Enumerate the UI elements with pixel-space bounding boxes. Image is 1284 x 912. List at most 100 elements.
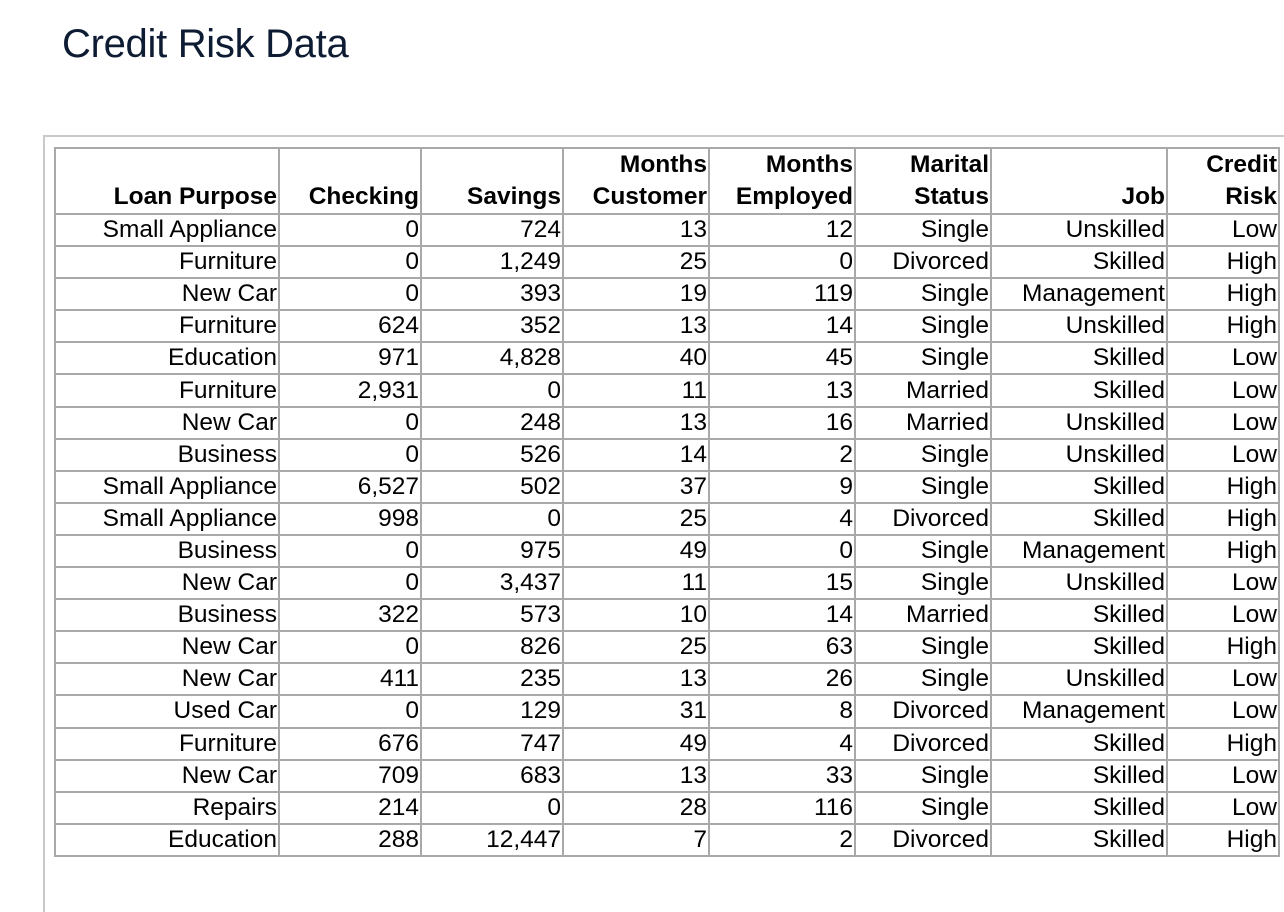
cell-checking: 411 <box>278 662 422 697</box>
cell-credit-risk: High <box>1166 277 1280 312</box>
table-row: Furniture 2,931 0 11 13 Married Skilled Low <box>54 373 1280 408</box>
cell-months-employed: 116 <box>708 790 856 825</box>
cell-savings: 4,828 <box>420 341 564 376</box>
cell-loan-purpose: Used Car <box>54 694 280 729</box>
header-row: Loan Purpose Checking Savings Months Cus… <box>54 147 1280 215</box>
cell-job: Skilled <box>990 373 1168 408</box>
cell-credit-risk: High <box>1166 822 1280 857</box>
table-row: New Car 0 248 13 16 Married Unskilled Low <box>54 405 1280 440</box>
cell-job: Skilled <box>990 469 1168 504</box>
cell-months-customer: 40 <box>562 341 710 376</box>
cell-savings: 502 <box>420 469 564 504</box>
cell-savings: 352 <box>420 309 564 344</box>
cell-months-customer: 49 <box>562 533 710 569</box>
cell-marital-status: Divorced <box>854 726 992 761</box>
table-row: New Car 709 683 13 33 Single Skilled Low <box>54 758 1280 793</box>
cell-checking: 0 <box>278 694 422 729</box>
cell-marital-status: Single <box>854 790 992 825</box>
cell-loan-purpose: New Car <box>54 566 280 601</box>
table-row: Business 322 573 10 14 Married Skilled Low <box>54 598 1280 633</box>
cell-savings: 724 <box>420 212 564 248</box>
cell-months-employed: 2 <box>708 822 856 857</box>
table-row: Furniture 624 352 13 14 Single Unskilled High <box>54 309 1280 344</box>
cell-loan-purpose: New Car <box>54 405 280 440</box>
cell-loan-purpose: New Car <box>54 758 280 793</box>
table-row: New Car 0 3,437 11 15 Single Unskilled Low <box>54 566 1280 601</box>
page-title: Credit Risk Data <box>62 22 349 66</box>
cell-credit-risk: High <box>1166 245 1280 280</box>
cell-savings: 235 <box>420 662 564 697</box>
cell-credit-risk: Low <box>1166 598 1280 633</box>
cell-checking: 0 <box>278 405 422 440</box>
cell-months-customer: 25 <box>562 245 710 280</box>
cell-savings: 573 <box>420 598 564 633</box>
cell-months-employed: 14 <box>708 598 856 633</box>
cell-months-customer: 7 <box>562 822 710 857</box>
cell-marital-status: Single <box>854 758 992 793</box>
cell-savings: 12,447 <box>420 822 564 857</box>
cell-checking: 0 <box>278 245 422 280</box>
cell-checking: 2,931 <box>278 373 422 408</box>
cell-months-customer: 25 <box>562 630 710 665</box>
cell-credit-risk: High <box>1166 469 1280 504</box>
cell-credit-risk: High <box>1166 630 1280 665</box>
cell-loan-purpose: Furniture <box>54 309 280 344</box>
cell-loan-purpose: Repairs <box>54 790 280 825</box>
cell-savings: 0 <box>420 373 564 408</box>
cell-months-customer: 49 <box>562 726 710 761</box>
cell-credit-risk: Low <box>1166 212 1280 248</box>
table-row: Used Car 0 129 31 8 Divorced Management Low <box>54 694 1280 729</box>
cell-credit-risk: High <box>1166 309 1280 344</box>
cell-credit-risk: Low <box>1166 566 1280 601</box>
cell-loan-purpose: Business <box>54 437 280 472</box>
cell-months-employed: 63 <box>708 630 856 665</box>
cell-marital-status: Married <box>854 373 992 408</box>
table-row: Business 0 526 14 2 Single Unskilled Low <box>54 437 1280 472</box>
cell-months-customer: 31 <box>562 694 710 729</box>
cell-months-employed: 33 <box>708 758 856 793</box>
cell-job: Unskilled <box>990 437 1168 472</box>
cell-months-employed: 14 <box>708 309 856 344</box>
cell-loan-purpose: New Car <box>54 277 280 312</box>
cell-checking: 6,527 <box>278 469 422 504</box>
cell-marital-status: Married <box>854 598 992 633</box>
cell-months-employed: 26 <box>708 662 856 697</box>
cell-checking: 998 <box>278 501 422 536</box>
cell-job: Unskilled <box>990 566 1168 601</box>
table-row: Business 0 975 49 0 Single Management High <box>54 533 1280 569</box>
cell-months-customer: 13 <box>562 758 710 793</box>
cell-marital-status: Divorced <box>854 245 992 280</box>
cell-marital-status: Married <box>854 405 992 440</box>
cell-job: Skilled <box>990 726 1168 761</box>
cell-loan-purpose: New Car <box>54 630 280 665</box>
cell-loan-purpose: Furniture <box>54 373 280 408</box>
table-frame <box>43 135 1284 912</box>
cell-credit-risk: Low <box>1166 405 1280 440</box>
cell-months-employed: 16 <box>708 405 856 440</box>
cell-job: Management <box>990 277 1168 312</box>
cell-months-customer: 11 <box>562 566 710 601</box>
table-body: Small Appliance 0 724 13 12 Single Unskilled Lo… <box>54 212 1280 857</box>
cell-marital-status: Single <box>854 437 992 472</box>
cell-checking: 288 <box>278 822 422 857</box>
cell-checking: 0 <box>278 212 422 248</box>
cell-marital-status: Single <box>854 533 992 569</box>
cell-months-employed: 45 <box>708 341 856 376</box>
cell-checking: 0 <box>278 533 422 569</box>
cell-credit-risk: Low <box>1166 694 1280 729</box>
cell-marital-status: Single <box>854 212 992 248</box>
cell-marital-status: Single <box>854 630 992 665</box>
cell-checking: 322 <box>278 598 422 633</box>
cell-savings: 747 <box>420 726 564 761</box>
cell-checking: 0 <box>278 566 422 601</box>
cell-job: Skilled <box>990 790 1168 825</box>
cell-savings: 393 <box>420 277 564 312</box>
cell-loan-purpose: Small Appliance <box>54 469 280 504</box>
cell-savings: 1,249 <box>420 245 564 280</box>
cell-credit-risk: Low <box>1166 758 1280 793</box>
cell-months-customer: 25 <box>562 501 710 536</box>
cell-marital-status: Single <box>854 277 992 312</box>
cell-job: Skilled <box>990 598 1168 633</box>
cell-credit-risk: High <box>1166 533 1280 569</box>
column-header-months-customer: Months Customer <box>562 147 710 215</box>
